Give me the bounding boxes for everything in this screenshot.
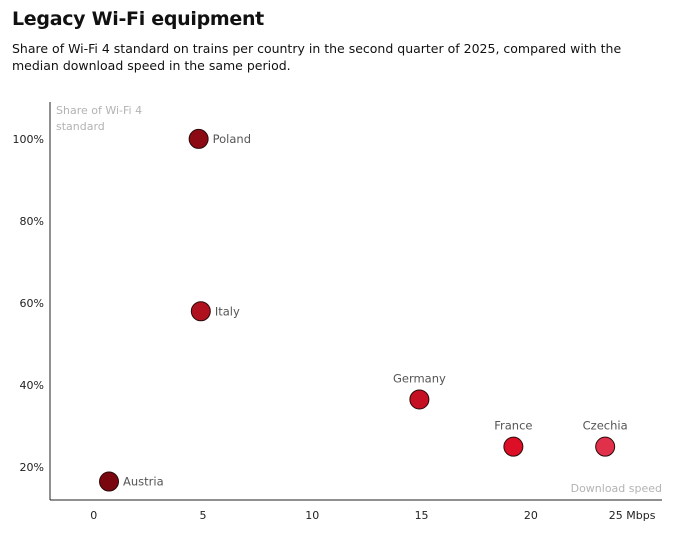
point-label-italy: Italy (215, 304, 240, 318)
x-tick-label: 20 (524, 509, 538, 522)
point-label-austria: Austria (123, 475, 164, 489)
point-label-czechia: Czechia (583, 419, 628, 433)
chart-title: Legacy Wi-Fi equipment (12, 8, 264, 30)
x-tick-label: 10 (305, 509, 319, 522)
x-tick-label: 0 (90, 509, 97, 522)
y-tick-label: 80% (20, 215, 44, 228)
x-tick-label: 15 (415, 509, 429, 522)
point-label-poland: Poland (213, 132, 251, 146)
data-point-france (503, 436, 524, 457)
data-point-italy (190, 301, 211, 322)
y-tick-label: 100% (13, 133, 44, 146)
axes: 20% 40% 60% 80% 100% 0 5 10 15 20 25 Mbps (13, 102, 662, 522)
x-tick-label: 5 (200, 509, 207, 522)
data-point-germany (409, 389, 430, 410)
x-axis-title: Download speed (571, 482, 662, 495)
data-point-poland (188, 128, 209, 149)
point-label-germany: Germany (393, 371, 446, 385)
data-points: Poland Italy Germany France Czechia Austria (99, 128, 628, 492)
y-tick-label: 60% (20, 297, 44, 310)
data-point-czechia (595, 436, 616, 457)
y-tick-label: 40% (20, 379, 44, 392)
point-label-france: France (494, 419, 532, 433)
y-tick-label: 20% (20, 461, 44, 474)
y-axis-title: Share of Wi-Fi 4 standard (56, 104, 142, 133)
data-point-austria (99, 471, 120, 492)
chart-subtitle: Share of Wi-Fi 4 standard on trains per … (12, 41, 622, 73)
x-tick-label: 25 Mbps (609, 509, 656, 522)
